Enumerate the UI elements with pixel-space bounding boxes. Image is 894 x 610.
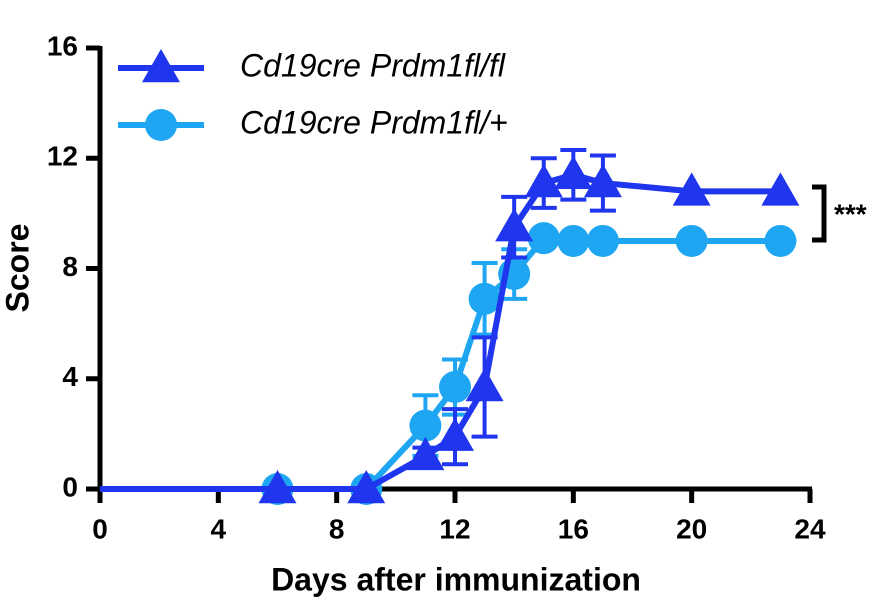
circle-marker xyxy=(468,282,501,315)
legend-label: Cd19cre Prdm1fl/+ xyxy=(240,104,508,140)
annotation: *** xyxy=(834,198,867,229)
triangle-marker xyxy=(465,368,504,402)
circle-marker xyxy=(409,409,442,442)
triangle-marker xyxy=(554,155,593,190)
triangle-marker xyxy=(761,172,800,206)
circle-marker xyxy=(145,109,177,141)
circle-marker xyxy=(586,224,619,257)
triangle-marker xyxy=(436,417,474,451)
x-tick-label: 16 xyxy=(558,513,589,544)
triangle-marker xyxy=(258,470,297,504)
triangle-marker xyxy=(672,172,711,206)
y-tick-label: 12 xyxy=(47,141,78,172)
triangle-marker xyxy=(406,436,445,471)
triangle-marker xyxy=(524,164,563,198)
circle-marker xyxy=(557,224,590,257)
significance-bracket xyxy=(812,184,827,243)
x-tick-label: 20 xyxy=(676,513,707,544)
legend-label: Cd19cre Prdm1fl/fl xyxy=(240,47,506,83)
y-tick-label: 0 xyxy=(62,471,78,502)
x-tick-label: 12 xyxy=(439,513,470,544)
x-tick-label: 4 xyxy=(211,513,227,544)
y-axis-title: Score xyxy=(0,224,35,313)
circle-marker xyxy=(439,371,471,404)
circle-marker xyxy=(675,224,708,257)
x-tick-label: 8 xyxy=(329,513,345,544)
circle-marker xyxy=(764,224,797,257)
circle-marker xyxy=(527,222,560,255)
y-tick-label: 8 xyxy=(62,251,78,282)
triangle-marker xyxy=(142,49,180,83)
y-tick-label: 16 xyxy=(47,30,78,61)
x-axis-title: Days after immunization xyxy=(271,561,641,597)
x-tick-label: 0 xyxy=(92,513,108,544)
y-tick-label: 4 xyxy=(62,361,78,392)
x-tick-label: 24 xyxy=(794,513,826,544)
series-line xyxy=(100,171,781,492)
triangle-marker xyxy=(347,470,386,504)
triangle-marker xyxy=(495,208,534,242)
triangle-marker xyxy=(583,164,622,198)
series-line xyxy=(100,235,781,492)
